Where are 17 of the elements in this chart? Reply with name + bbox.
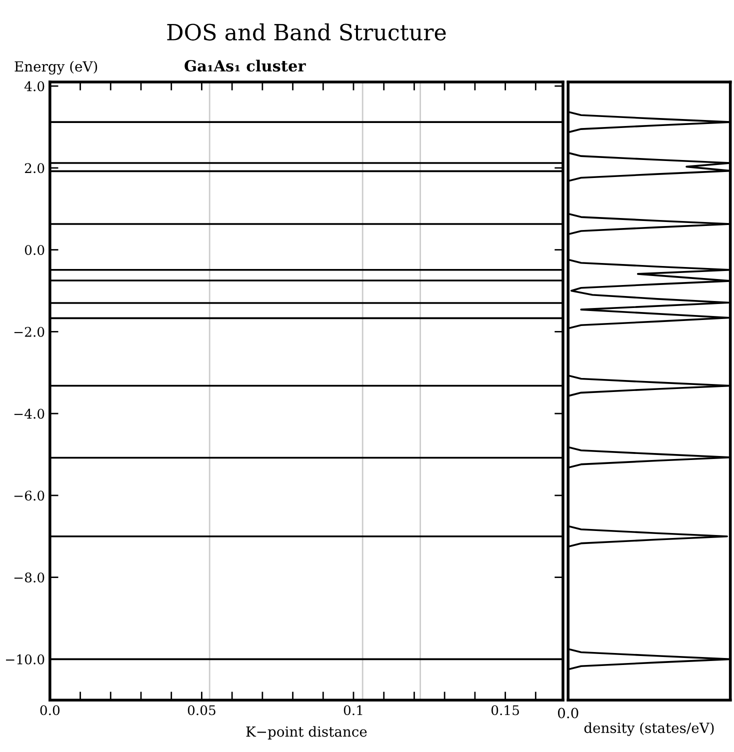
x-axis-title: K−point distance: [246, 726, 367, 740]
y-axis-title: Energy (eV): [14, 60, 98, 75]
x-axis-title: density (states/eV): [584, 722, 714, 736]
y-tick-label: 4.0: [24, 81, 44, 92]
y-tick-label: −4.0: [14, 408, 44, 419]
x-tick-label: 0.0: [40, 705, 60, 716]
y-tick-label: 2.0: [24, 163, 44, 174]
y-tick-label: −6.0: [14, 490, 44, 501]
y-tick-label: −2.0: [14, 326, 44, 337]
chart-subtitle: Ga₁As₁ cluster: [184, 60, 306, 72]
x-tick-label: 0.1: [344, 705, 362, 716]
y-tick-label: −8.0: [14, 572, 44, 582]
x-tick-label: 0.15: [491, 705, 519, 716]
x-tick-label: 0.05: [188, 705, 216, 716]
chart-title: DOS and Band Structure: [167, 23, 446, 41]
y-tick-label: 0.0: [24, 245, 44, 256]
y-tick-label: −10.0: [6, 654, 44, 664]
